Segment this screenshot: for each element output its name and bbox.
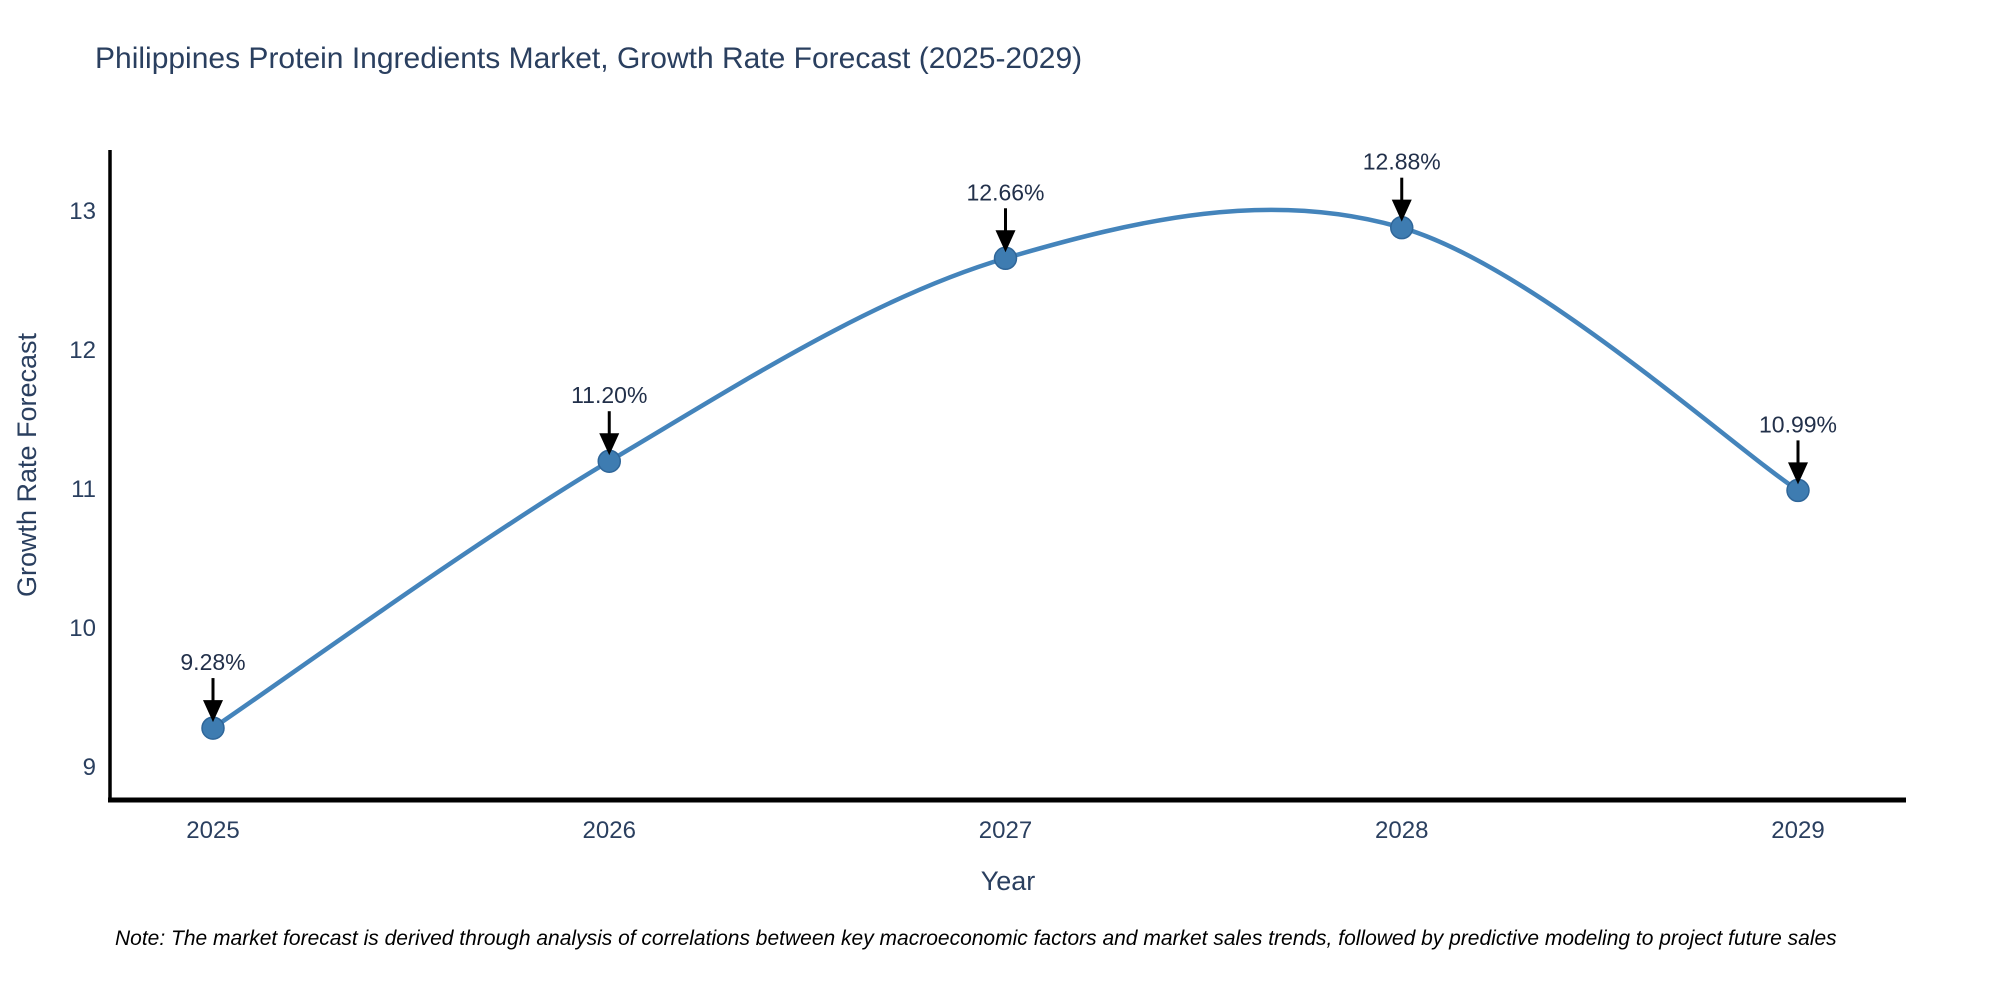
annotation-label: 12.88%: [1363, 149, 1441, 175]
x-tick-label: 2028: [1375, 817, 1428, 844]
x-tick-labels: 2025 2026 2027 2028 2029: [186, 817, 1824, 844]
x-tick-label: 2026: [583, 817, 636, 844]
annotation-arrowhead: [203, 700, 223, 723]
x-tick-label: 2029: [1771, 817, 1824, 844]
annotation-arrowhead: [995, 230, 1016, 253]
annotation-label: 10.99%: [1759, 411, 1837, 437]
y-tick-label: 13: [69, 198, 96, 225]
point-annotations: 9.28% 11.20% 12.66% 12.88% 10.99%: [180, 149, 1837, 723]
annotation-label: 12.66%: [966, 179, 1044, 205]
x-axis-title: Year: [981, 866, 1036, 896]
x-tick-label: 2027: [979, 817, 1032, 844]
y-tick-label: 9: [83, 754, 96, 781]
chart-title: Philippines Protein Ingredients Market, …: [95, 42, 1082, 75]
annotation-label: 9.28%: [180, 649, 245, 675]
y-axis-title: Growth Rate Forecast: [12, 332, 42, 597]
annotation-arrowhead: [1391, 199, 1412, 222]
y-tick-label: 12: [69, 337, 96, 364]
annotation-arrowhead: [1788, 462, 1808, 485]
x-tick-label: 2025: [186, 817, 239, 844]
annotation-label: 11.20%: [571, 382, 647, 408]
series-line: [210, 207, 1801, 731]
y-tick-label: 10: [69, 615, 96, 642]
annotation-arrowhead: [599, 433, 620, 456]
y-tick-label: 11: [71, 476, 96, 503]
footnote: Note: The market forecast is derived thr…: [115, 927, 1837, 950]
series-markers: [201, 215, 1810, 740]
y-tick-labels: 9 10 11 12 13: [69, 198, 96, 781]
